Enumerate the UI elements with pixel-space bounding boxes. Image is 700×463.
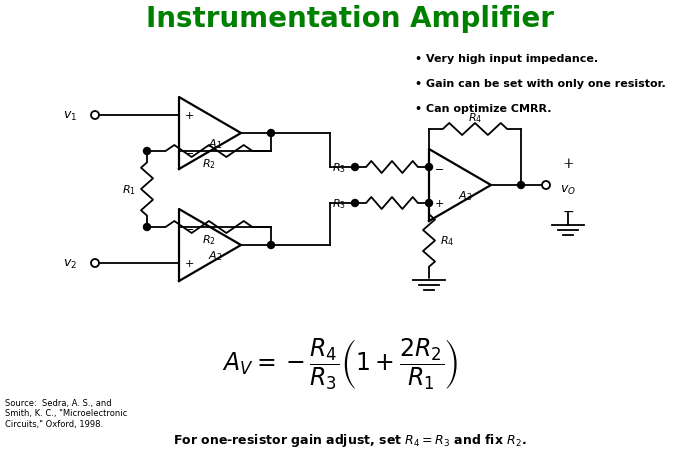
Circle shape [267,242,274,249]
Circle shape [267,130,274,137]
Text: $R_3$: $R_3$ [332,161,346,175]
Circle shape [426,200,433,207]
Text: $-$: $-$ [434,163,444,173]
Circle shape [351,164,358,171]
Text: $R_3$: $R_3$ [332,197,346,211]
Text: +: + [184,111,194,121]
Text: $R_1$: $R_1$ [122,183,136,196]
Text: $A_1$: $A_1$ [208,137,222,150]
Text: $R_4$: $R_4$ [440,234,454,248]
Text: $v_1$: $v_1$ [63,109,77,122]
Text: +: + [562,156,574,171]
Circle shape [144,148,150,155]
Text: • Gain can be set with only one resistor.: • Gain can be set with only one resistor… [415,79,666,89]
Text: • Very high input impedance.: • Very high input impedance. [415,54,598,64]
Text: $v_O$: $v_O$ [560,183,576,196]
Text: $A_V = -\dfrac{R_4}{R_3}\left(1+\dfrac{2R_2}{R_1}\right)$: $A_V = -\dfrac{R_4}{R_3}\left(1+\dfrac{2… [222,335,458,391]
Circle shape [351,200,358,207]
Text: $-$: $-$ [562,204,574,218]
Text: For one-resistor gain adjust, set $R_4 = R_3$ and fix $R_2$.: For one-resistor gain adjust, set $R_4 =… [173,432,527,449]
Text: $-$: $-$ [184,223,194,232]
Text: $A_3$: $A_3$ [458,189,472,202]
Text: Instrumentation Amplifier: Instrumentation Amplifier [146,5,554,33]
Text: +: + [434,199,444,208]
Text: Source:  Sedra, A. S., and
Smith, K. C., "Microelectronic
Circuits," Oxford, 199: Source: Sedra, A. S., and Smith, K. C., … [5,398,127,428]
Text: $A_2$: $A_2$ [208,249,222,263]
Text: $v_2$: $v_2$ [63,257,77,270]
Text: $R_2$: $R_2$ [202,157,216,170]
Text: +: + [184,258,194,269]
Text: • Can optimize CMRR.: • Can optimize CMRR. [415,104,552,114]
Text: $R_4$: $R_4$ [468,111,482,125]
Circle shape [517,182,524,189]
Text: $-$: $-$ [184,147,194,156]
Circle shape [144,224,150,231]
Text: $R_2$: $R_2$ [202,232,216,246]
Circle shape [426,164,433,171]
